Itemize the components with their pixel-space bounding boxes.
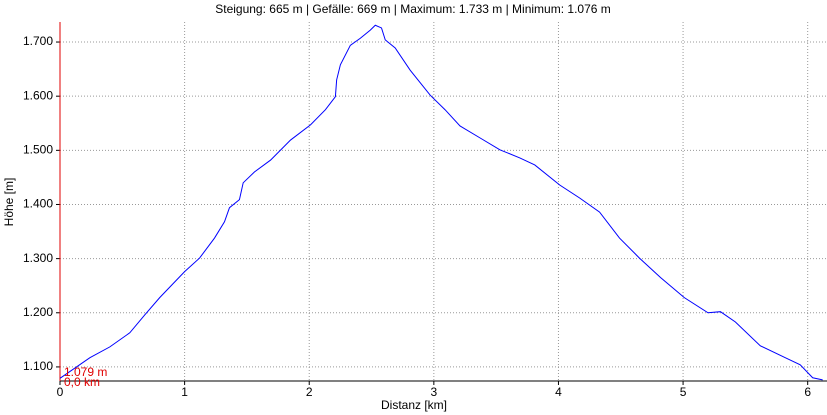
x-tick-label: 5	[680, 385, 687, 399]
y-tick-label: 1.400	[23, 197, 53, 211]
x-tick-label: 6	[804, 385, 811, 399]
x-tick-label: 4	[555, 385, 562, 399]
y-tick-label: 1.700	[23, 34, 53, 48]
cursor-distance-label: 0,0 km	[64, 375, 100, 389]
x-tick-label: 0	[57, 385, 64, 399]
y-tick-label: 1.500	[23, 143, 53, 157]
y-tick-label: 1.100	[23, 359, 53, 373]
chart-title: Steigung: 665 m | Gefälle: 669 m | Maxim…	[215, 2, 611, 16]
y-axis-label: Höhe [m]	[2, 178, 16, 227]
x-tick-label: 3	[430, 385, 437, 399]
cursor-value-label: 1.079 m	[64, 365, 107, 379]
elevation-line	[59, 24, 823, 381]
x-axis-label: Distanz [km]	[381, 398, 447, 412]
y-tick-label: 1.200	[23, 305, 53, 319]
x-tick-label: 2	[306, 385, 313, 399]
y-tick-label: 1.300	[23, 251, 53, 265]
x-tick-label: 1	[181, 385, 188, 399]
y-tick-label: 1.600	[23, 88, 53, 102]
